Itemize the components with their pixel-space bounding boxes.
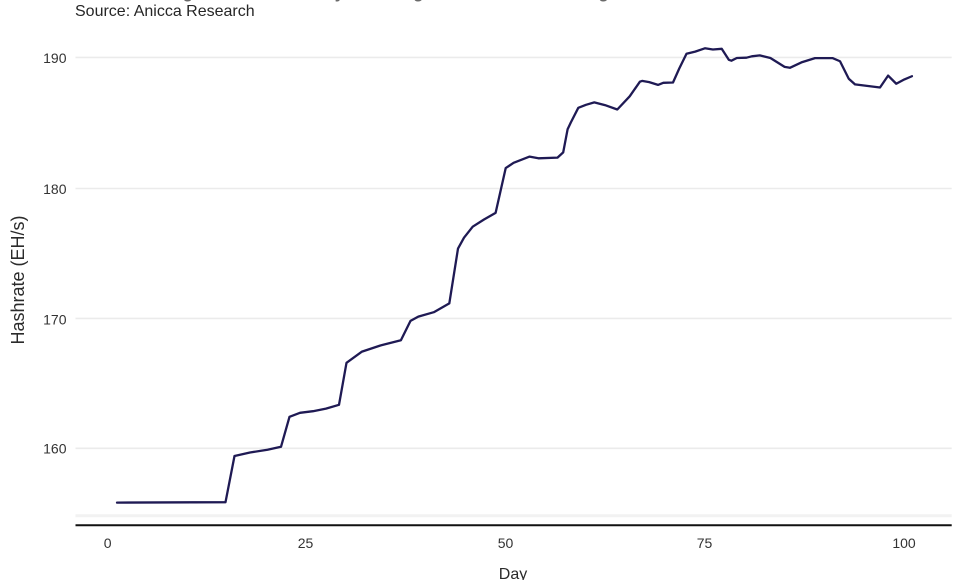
svg-text:180: 180 [43, 181, 67, 197]
svg-text:170: 170 [43, 312, 67, 328]
svg-text:Hashrate (EH/s): Hashrate (EH/s) [8, 215, 28, 344]
svg-text:75: 75 [697, 535, 713, 551]
svg-text:50: 50 [498, 535, 514, 551]
svg-text:25: 25 [298, 535, 314, 551]
svg-text:0: 0 [104, 535, 112, 551]
svg-text:100: 100 [892, 535, 916, 551]
svg-text:Bitcoin mining hashrate recove: Bitcoin mining hashrate recovery followi… [75, 0, 644, 2]
svg-text:190: 190 [43, 50, 67, 66]
svg-text:Source: Anicca Research: Source: Anicca Research [75, 3, 255, 20]
svg-text:Day: Day [499, 566, 527, 580]
svg-text:160: 160 [43, 441, 67, 457]
